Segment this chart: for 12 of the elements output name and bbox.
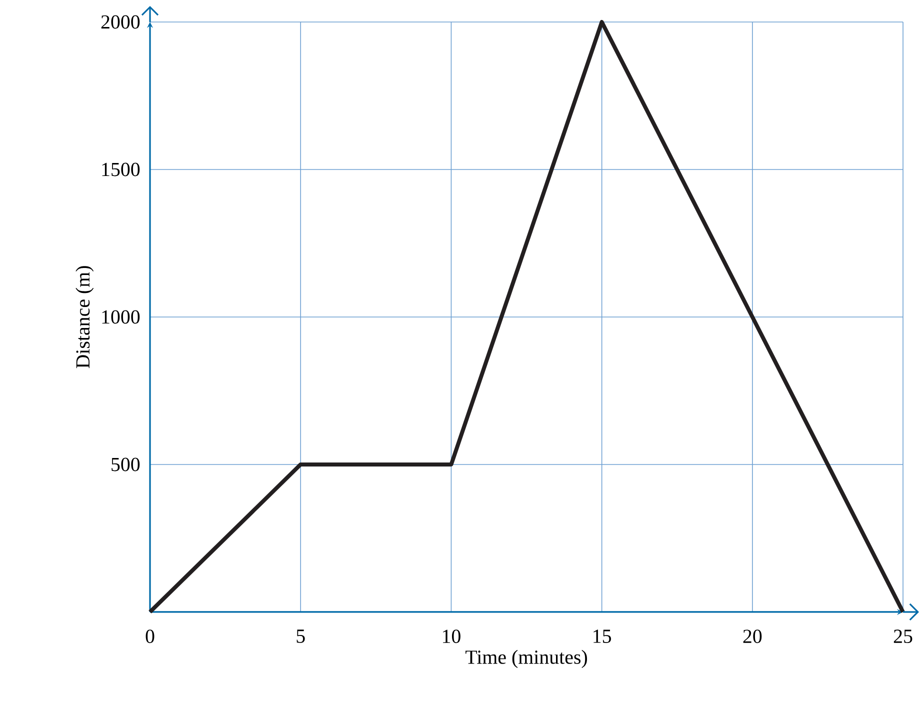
- x-tick-label: 10: [442, 630, 460, 644]
- x-tick-label: 5: [296, 630, 305, 643]
- y-tick-label: 1500: [102, 162, 140, 176]
- x-tick-label: 20: [743, 630, 762, 644]
- x-tick-label: 15: [594, 630, 611, 643]
- x-axis-title: Time (minutes): [466, 650, 587, 668]
- y-tick-label: 2000: [101, 15, 140, 29]
- y-tick-label: 1000: [102, 310, 140, 324]
- x-tick-label: 25: [894, 630, 912, 644]
- x-tick-label: 0: [146, 630, 154, 644]
- y-axis-title: Distance (m): [76, 266, 94, 368]
- y-tick-label: 500: [112, 458, 140, 472]
